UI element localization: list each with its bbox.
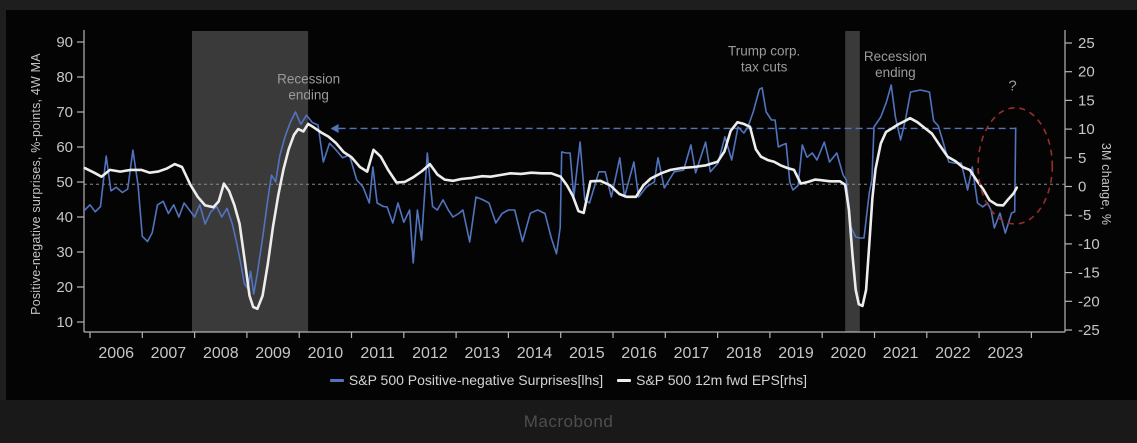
right-tick-label: 10	[1078, 121, 1095, 138]
x-tick-label: 2014	[517, 345, 553, 362]
legend-item-surprises: S&P 500 Positive-negative Surprises[lhs]	[329, 372, 604, 388]
x-tick-label: 2013	[465, 345, 501, 362]
x-tick-label: 2019	[778, 345, 814, 362]
x-tick-label: 2022	[935, 345, 971, 362]
annotation-label: Trump corp. tax cuts	[728, 44, 800, 75]
left-tick-label: 80	[56, 69, 73, 86]
x-tick-label: 2007	[151, 345, 187, 362]
x-tick-label: 2015	[569, 345, 605, 362]
right-tick-label: -15	[1078, 265, 1100, 282]
macrobond-label: Macrobond	[523, 411, 614, 431]
legend: S&P 500 Positive-negative Surprises[lhs]…	[0, 372, 1137, 388]
left-tick-label: 70	[56, 104, 73, 121]
series-line-surprises	[84, 84, 1017, 295]
right-tick-label: 15	[1078, 92, 1095, 109]
x-tick-label: 2009	[255, 345, 291, 362]
left-tick-label: 10	[56, 314, 73, 331]
right-tick-label: 25	[1078, 35, 1095, 52]
right-tick-label: -5	[1078, 207, 1091, 224]
legend-label-surprises: S&P 500 Positive-negative Surprises[lhs]	[348, 372, 604, 388]
question-mark-annotation: ?	[1008, 77, 1016, 94]
x-tick-label: 2023	[988, 345, 1024, 362]
x-tick-label: 2011	[360, 345, 395, 362]
annotation-label: Recession ending	[277, 72, 340, 103]
x-tick-label: 2010	[308, 345, 344, 362]
right-tick-label: -10	[1078, 236, 1100, 253]
x-tick-label: 2008	[203, 345, 239, 362]
recession-band	[845, 31, 860, 332]
recession-band	[192, 31, 309, 332]
left-tick-label: 30	[56, 244, 73, 261]
chart-canvas: 9080706050403020102520151050-5-10-15-20-…	[56, 30, 1100, 362]
x-tick-label: 2020	[831, 345, 867, 362]
left-tick-label: 50	[56, 174, 73, 191]
x-tick-label: 2018	[726, 345, 762, 362]
footer-bar: Macrobond	[0, 400, 1137, 443]
right-tick-label: 5	[1078, 150, 1086, 167]
x-tick-label: 2006	[98, 345, 134, 362]
left-tick-label: 60	[56, 139, 73, 156]
x-tick-label: 2012	[412, 345, 448, 362]
right-tick-label: 20	[1078, 64, 1095, 81]
left-tick-label: 40	[56, 209, 73, 226]
x-tick-label: 2017	[674, 345, 710, 362]
left-tick-label: 90	[56, 34, 73, 51]
right-axis-title: 3M change, %	[1099, 142, 1113, 226]
x-tick-label: 2016	[621, 345, 657, 362]
right-tick-label: 0	[1078, 179, 1086, 196]
legend-item-eps: S&P 500 12m fwd EPS[rhs]	[617, 372, 807, 388]
reference-arrow-icon	[330, 123, 339, 133]
left-axis-title: Positive-negative surprises, %-points, 4…	[29, 53, 43, 315]
white-line-swatch-icon	[617, 378, 632, 382]
right-tick-label: -20	[1078, 293, 1100, 310]
series-line-eps	[83, 116, 1019, 311]
right-tick-label: -25	[1078, 322, 1100, 339]
x-tick-label: 2021	[883, 345, 919, 362]
blue-line-swatch-icon	[329, 378, 344, 382]
left-tick-label: 20	[56, 279, 73, 296]
annotation-label: Recession ending	[864, 49, 927, 80]
legend-label-eps: S&P 500 12m fwd EPS[rhs]	[636, 372, 808, 388]
highlight-ellipse	[977, 106, 1054, 225]
